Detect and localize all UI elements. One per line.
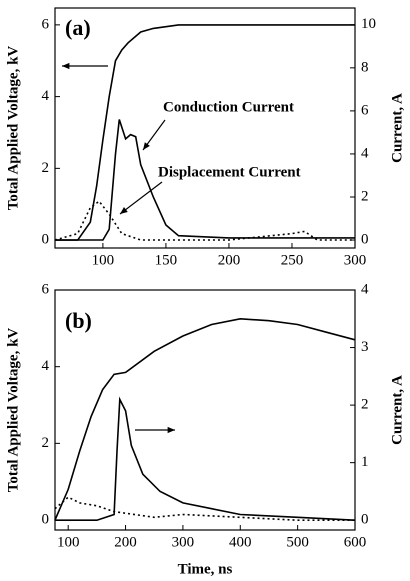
plot-frame xyxy=(54,7,356,249)
x-tick-label: 100 xyxy=(57,534,80,550)
x-tick-label: 300 xyxy=(172,534,195,550)
y-tick-label: 0 xyxy=(42,232,50,248)
x-tick-label: 300 xyxy=(344,252,367,268)
series-line xyxy=(55,24,355,241)
x-axis-label: Time, ns xyxy=(178,561,233,577)
arrow-head xyxy=(143,142,150,150)
y-tick-label: 6 xyxy=(42,16,50,32)
x-tick-label: 500 xyxy=(286,534,309,550)
y2-axis-label: Current, A xyxy=(389,375,405,445)
x-tick-label: 600 xyxy=(344,534,367,550)
y2-tick-label: 2 xyxy=(361,188,369,204)
x-tick-label: 400 xyxy=(229,534,252,550)
y-axis-label: Total Applied Voltage, kV xyxy=(5,328,21,493)
series-line xyxy=(55,396,356,521)
annotation: Conduction Current xyxy=(163,99,294,115)
x-tick-label: 100 xyxy=(92,252,115,268)
y2-tick-label: 6 xyxy=(361,102,369,118)
panel-label: (b) xyxy=(65,308,92,333)
y2-tick-label: 2 xyxy=(361,397,369,413)
y2-tick-label: 10 xyxy=(361,16,376,32)
y2-tick-label: 0 xyxy=(361,512,369,528)
y-tick-label: 4 xyxy=(42,88,50,104)
arrow-head xyxy=(167,426,175,434)
plot-frame xyxy=(54,289,356,531)
y2-tick-label: 1 xyxy=(361,454,369,470)
y-tick-label: 6 xyxy=(42,281,50,297)
panel-label: (a) xyxy=(65,15,91,40)
annotation: Displacement Current xyxy=(158,164,301,180)
series-line xyxy=(54,496,355,521)
series-line xyxy=(54,317,356,521)
y-tick-label: 0 xyxy=(42,511,50,527)
y-tick-label: 4 xyxy=(42,358,50,374)
x-tick-label: 200 xyxy=(114,534,137,550)
x-tick-label: 150 xyxy=(155,252,178,268)
series-line xyxy=(55,119,355,241)
y2-tick-label: 8 xyxy=(361,59,369,75)
arrow-head xyxy=(120,207,128,214)
arrow-head xyxy=(62,62,70,70)
y-tick-label: 2 xyxy=(42,435,50,451)
series-line xyxy=(54,200,355,241)
y2-tick-label: 3 xyxy=(361,339,369,355)
y2-tick-label: 4 xyxy=(361,145,369,161)
x-tick-label: 250 xyxy=(281,252,304,268)
y2-tick-label: 4 xyxy=(361,281,369,297)
arrow-shaft xyxy=(119,181,163,215)
y2-tick-label: 0 xyxy=(361,231,369,247)
x-tick-label: 200 xyxy=(218,252,241,268)
y2-axis-label: Current, A xyxy=(389,93,405,163)
y-tick-label: 2 xyxy=(42,160,50,176)
y-axis-label: Total Applied Voltage, kV xyxy=(5,46,21,211)
